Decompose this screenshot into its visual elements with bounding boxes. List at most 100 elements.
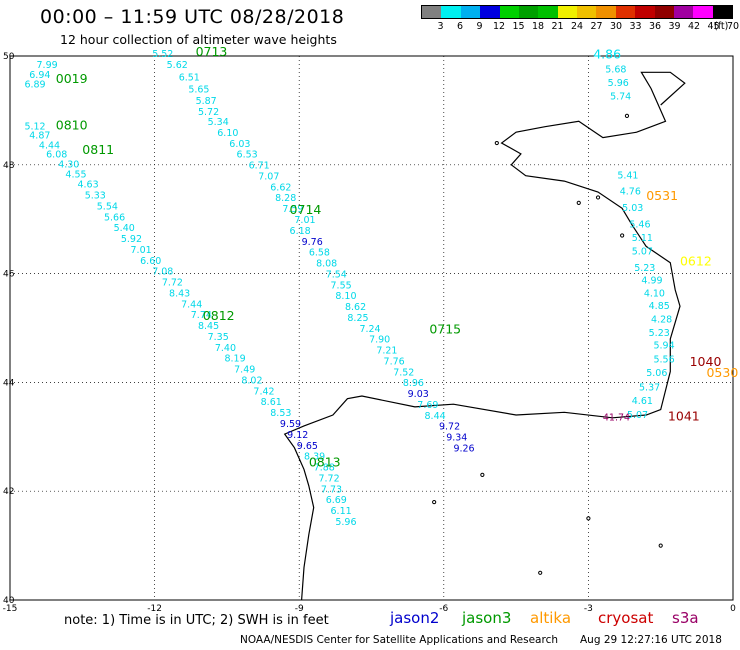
pass-time-label: 0813	[309, 455, 341, 470]
wave-height-value: 5.72	[198, 107, 219, 118]
wave-height-value: 7.42	[253, 386, 274, 397]
wave-height-value: 8.62	[345, 302, 366, 313]
wave-height-value: 7.07	[258, 171, 279, 182]
wave-height-value: 6.08	[46, 150, 67, 161]
longitude-tick-label: -12	[147, 604, 162, 614]
map-frame	[9, 55, 734, 601]
wave-height-value: 4.30	[58, 160, 79, 171]
wave-height-value: 8.39	[304, 452, 325, 463]
wave-height-value: 6.94	[29, 70, 50, 81]
colorbar-swatch	[654, 6, 674, 18]
island-shape	[595, 195, 601, 200]
wave-height-value: 4.87	[29, 131, 50, 142]
map-title: 00:00 – 11:59 UTC 08/28/2018	[40, 6, 345, 28]
wave-height-value: 5.74	[610, 92, 631, 103]
wave-height-value: 9.34	[446, 433, 467, 444]
pass-time-label: 4.86	[593, 47, 621, 62]
island-shape	[576, 200, 581, 205]
wave-height-value: 9.03	[408, 389, 429, 400]
wave-height-value: 5.87	[196, 96, 217, 107]
wave-height-value: 4.28	[651, 315, 672, 326]
wave-height-value: 41.74	[603, 412, 630, 423]
legend-entry-jason3: jason3	[462, 609, 512, 627]
colorbar-swatch	[577, 6, 597, 18]
wave-height-value: 6.58	[309, 248, 330, 259]
wave-height-value: 5.06	[646, 368, 667, 379]
legend-entry-altika: altika	[530, 609, 572, 627]
colorbar-swatch	[422, 6, 442, 18]
wave-height-value: 7.21	[376, 346, 397, 357]
colorbar-label: 27	[590, 21, 603, 32]
colorbar-swatch	[441, 6, 461, 18]
wave-height-value: 8.96	[403, 378, 424, 389]
colorbar-swatch	[538, 6, 558, 18]
wave-height-value: 8.02	[241, 375, 262, 386]
wave-height-value: 5.62	[167, 60, 188, 71]
wave-height-value: 5.41	[617, 170, 638, 181]
colorbar-unit: (ft)	[714, 21, 729, 32]
wave-height-value: 6.53	[237, 150, 258, 161]
pass-time-label: 1040	[690, 354, 722, 369]
wave-height-value: 7.74	[191, 310, 212, 321]
pass-time-label: 0715	[429, 321, 461, 336]
pass-time-label: 0810	[56, 117, 88, 132]
wave-height-value: 7.99	[37, 60, 58, 71]
latitude-tick-label: 44	[3, 378, 15, 388]
pass-time-label: 1041	[668, 408, 700, 423]
colorbar-label: 30	[609, 21, 623, 32]
wave-height-value: 4.10	[644, 288, 665, 299]
colorbar-swatch	[557, 6, 577, 18]
colorbar-label: 18	[531, 21, 545, 32]
wave-height-value: 5.37	[639, 383, 660, 394]
wave-height-value: 5.03	[622, 203, 643, 214]
wave-height-value: 6.60	[140, 256, 161, 267]
colorbar-swatch	[480, 6, 500, 18]
wave-height-value: 5.07	[632, 247, 653, 258]
pass-time-label: 0612	[680, 253, 712, 268]
colorbar-label: 3	[437, 21, 444, 32]
colorbar-label: 6	[456, 21, 464, 32]
island-shape	[586, 516, 591, 521]
wave-height-value: 6.89	[24, 80, 45, 91]
wave-height-value: 4.44	[39, 140, 60, 151]
wave-height-value: 5.46	[629, 219, 650, 230]
wave-height-value: 5.23	[634, 263, 655, 274]
colorbar-swatch	[635, 6, 655, 18]
pass-time-label: 0811	[82, 142, 114, 157]
pass-time-label: 0713	[196, 44, 228, 59]
wave-height-value: 7.88	[314, 463, 335, 474]
wave-height-value: 8.44	[425, 411, 446, 422]
wave-height-value: 9.76	[302, 237, 323, 248]
wave-height-value: 7.76	[384, 356, 405, 367]
wave-height-value: 6.51	[179, 72, 200, 83]
wave-height-value: 9.72	[439, 422, 460, 433]
longitude-tick-label: 0	[730, 604, 736, 614]
wave-height-value: 6.71	[249, 161, 270, 172]
wave-height-value: 8.25	[347, 313, 368, 324]
latitude-tick-label: 50	[3, 52, 15, 62]
wave-height-value: 8.28	[275, 193, 296, 204]
island-shape	[480, 472, 485, 477]
wave-height-value: 5.68	[605, 64, 626, 75]
pass-time-label: 0530	[706, 365, 738, 380]
legend-entry-jason2: jason2	[390, 609, 440, 627]
pass-time-label: 0714	[290, 202, 322, 217]
wave-height-value: 5.11	[632, 233, 653, 244]
coastline	[283, 71, 686, 601]
wave-height-value: 5.65	[188, 84, 209, 95]
wave-height-value: 8.53	[270, 408, 291, 419]
longitude-tick-label: -9	[295, 604, 304, 614]
wave-height-value: 7.59	[282, 204, 303, 215]
longitude-tick-label: -3	[584, 604, 593, 614]
wave-height-value: 8.61	[261, 397, 282, 408]
wave-height-value: 5.52	[152, 49, 173, 60]
wave-height-value: 5.34	[208, 117, 229, 128]
colorbar-label: 24	[570, 21, 584, 32]
colorbar-swatch	[518, 6, 539, 18]
wave-height-value: 7.35	[208, 332, 229, 343]
colorbar-swatch	[499, 6, 519, 18]
wave-height-value: 7.54	[326, 269, 347, 280]
footer-timestamp: Aug 29 12:27:16 UTC 2018	[580, 634, 722, 646]
colorbar-label: 70	[726, 21, 740, 32]
